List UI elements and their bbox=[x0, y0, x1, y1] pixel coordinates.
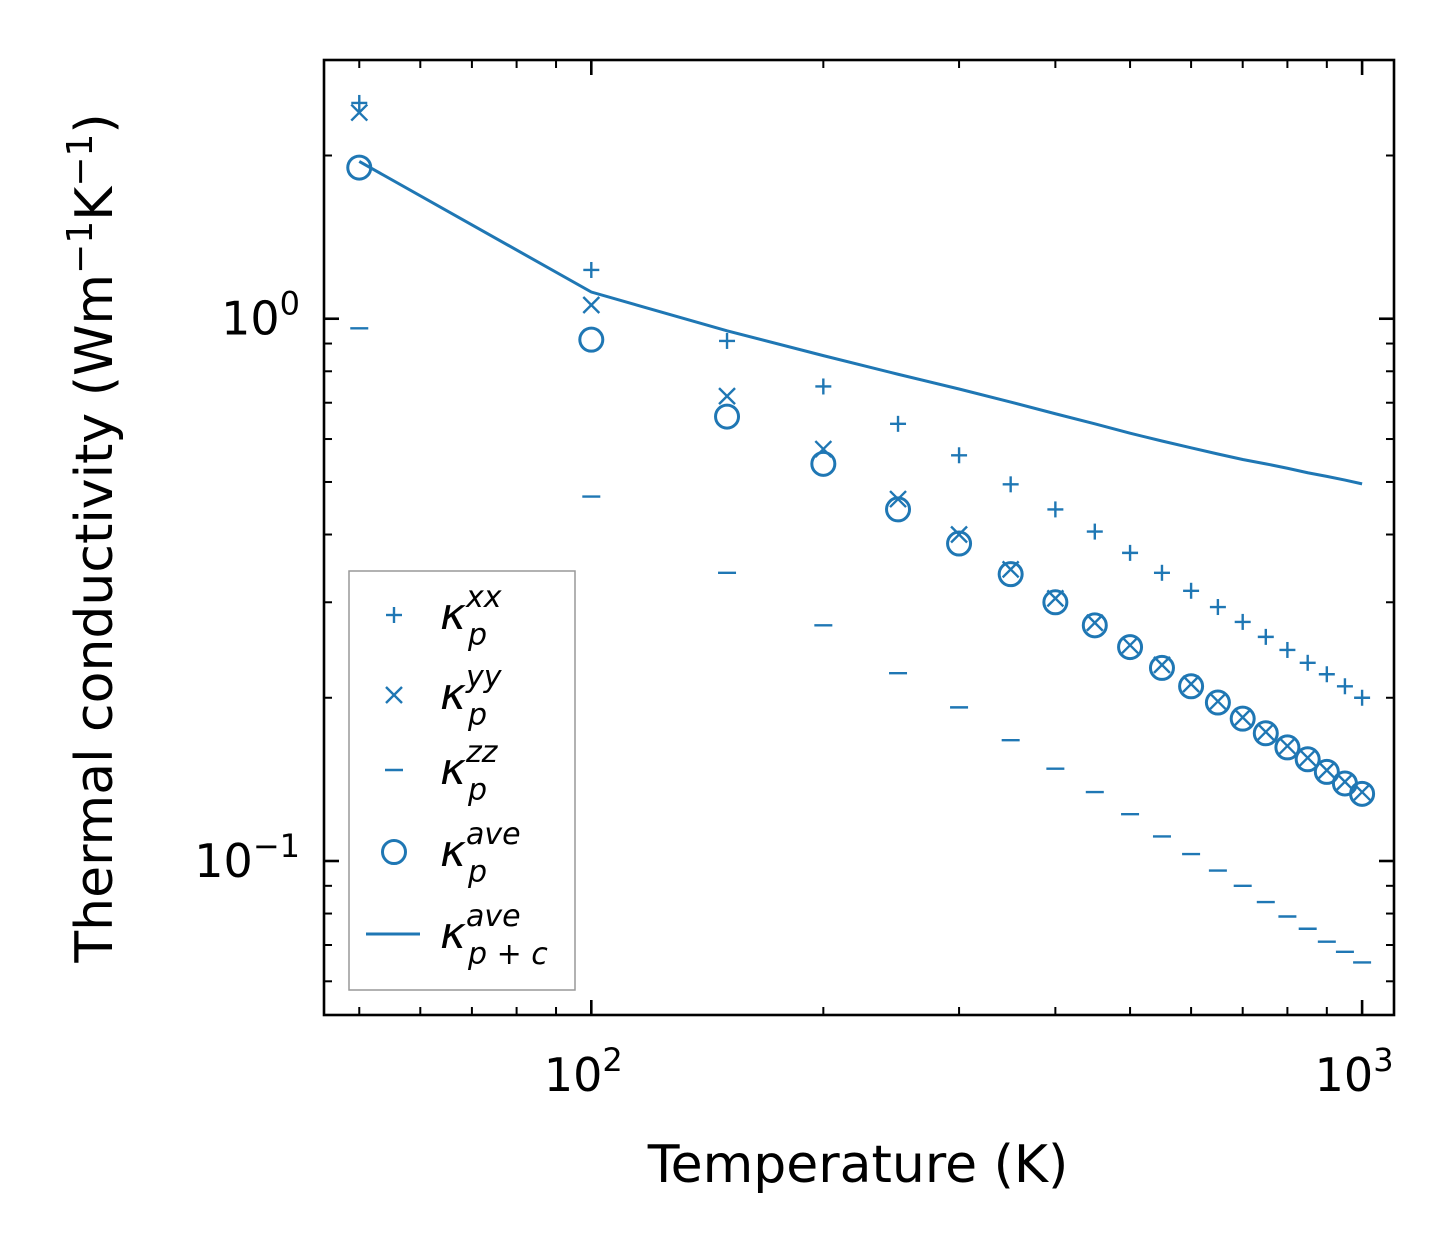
data-point bbox=[890, 415, 907, 432]
data-point bbox=[951, 447, 968, 464]
data-point bbox=[1317, 761, 1336, 780]
data-point bbox=[1209, 599, 1226, 616]
data-point bbox=[997, 561, 1024, 588]
series-line bbox=[358, 160, 1363, 486]
x-tick-label: 102 bbox=[544, 1041, 623, 1102]
series-circle bbox=[346, 154, 1376, 807]
data-point bbox=[1042, 589, 1069, 616]
series-line bbox=[358, 160, 1363, 486]
legend-item: κyy p bbox=[385, 660, 503, 733]
data-point bbox=[1117, 634, 1144, 661]
data-point bbox=[1252, 720, 1279, 747]
data-point bbox=[1121, 636, 1139, 655]
x-axis-label: Temperature (K) bbox=[647, 1135, 1069, 1195]
data-point bbox=[1122, 544, 1139, 561]
legend-box bbox=[348, 570, 576, 991]
x-tick-label: 103 bbox=[1315, 1041, 1394, 1102]
data-point bbox=[1183, 582, 1200, 599]
data-point bbox=[578, 326, 605, 353]
legend-label: κave p bbox=[440, 817, 521, 890]
legend-item: κxx p bbox=[386, 580, 502, 653]
data-point bbox=[1233, 708, 1252, 727]
data-point bbox=[350, 103, 369, 122]
legend-item: κzz p bbox=[385, 735, 499, 808]
data-point bbox=[1153, 564, 1170, 581]
y-axis-label: Thermal conductivity (Wm−1K−1) bbox=[60, 113, 125, 963]
data-point bbox=[885, 496, 912, 523]
data-point bbox=[1209, 692, 1227, 711]
axes-frame bbox=[322, 58, 1396, 1017]
legend-label: κyy p bbox=[440, 660, 503, 733]
legend-label: κxx p bbox=[440, 580, 502, 653]
legend-item: κave p + c bbox=[366, 899, 548, 972]
data-point bbox=[1086, 523, 1103, 540]
data-point bbox=[1336, 772, 1354, 791]
data-point bbox=[1279, 641, 1296, 658]
data-point bbox=[1178, 673, 1205, 700]
legend-marker bbox=[386, 607, 402, 623]
data-point bbox=[583, 261, 600, 278]
data-point bbox=[1204, 689, 1231, 716]
data-point bbox=[1047, 501, 1064, 518]
data-point bbox=[950, 525, 968, 544]
data-point bbox=[1336, 678, 1353, 695]
data-point bbox=[1234, 613, 1251, 630]
data-point bbox=[1229, 705, 1256, 732]
data-point bbox=[1349, 780, 1376, 807]
data-point bbox=[1298, 748, 1317, 767]
data-point bbox=[1256, 723, 1275, 741]
data-point bbox=[1299, 654, 1316, 671]
data-point bbox=[1153, 655, 1171, 674]
data-point bbox=[1148, 654, 1175, 681]
data-point bbox=[582, 296, 601, 314]
plot-area bbox=[346, 94, 1376, 964]
data-point bbox=[1081, 612, 1108, 639]
data-point bbox=[1354, 689, 1371, 706]
data-point bbox=[1182, 675, 1200, 693]
y-tick-label: 100 bbox=[221, 285, 300, 346]
data-point bbox=[810, 450, 837, 477]
data-point bbox=[718, 387, 736, 405]
data-point bbox=[351, 94, 368, 111]
data-point bbox=[1257, 628, 1274, 645]
data-point bbox=[1085, 613, 1104, 632]
data-point bbox=[1318, 666, 1335, 683]
data-point bbox=[1002, 476, 1019, 493]
series-minus bbox=[350, 327, 1372, 964]
legend-label: κzz p bbox=[440, 735, 499, 808]
axis-ticks: 102 103 10−1 100 bbox=[194, 59, 1394, 1102]
data-point bbox=[1278, 737, 1297, 755]
legend-marker bbox=[385, 686, 403, 704]
y-tick-label: 10−1 bbox=[194, 827, 300, 888]
data-point bbox=[1294, 746, 1321, 773]
legend-item: κave p bbox=[381, 817, 521, 890]
data-point bbox=[719, 332, 736, 349]
data-point bbox=[714, 403, 741, 430]
data-point bbox=[946, 530, 973, 557]
legend-marker bbox=[381, 839, 407, 865]
data-point bbox=[815, 378, 832, 395]
data-point bbox=[1313, 758, 1340, 785]
data-point bbox=[1274, 734, 1301, 761]
series-plus bbox=[351, 94, 1371, 706]
legend-label: κave p + c bbox=[440, 899, 548, 972]
